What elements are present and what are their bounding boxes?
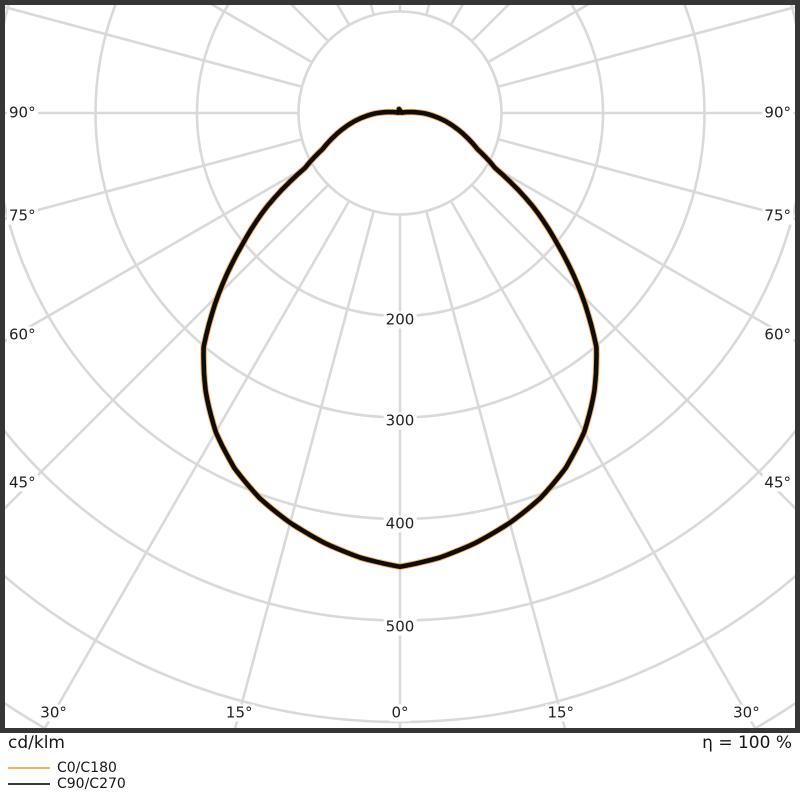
- angle-spoke-30: [449, 200, 757, 728]
- intensity-curve-c90-c270: [201, 106, 599, 569]
- angle-label-bottom-30°: 30°: [731, 703, 762, 722]
- legend-label-c0-c180: C0/C180: [57, 760, 117, 776]
- ring-value-label-500: 500: [383, 617, 417, 636]
- angle-spoke-330: [43, 200, 351, 728]
- angle-spoke-240: [210, 5, 313, 64]
- angle-spoke-225: [290, 5, 330, 43]
- angle-spoke-300: [5, 162, 313, 343]
- angle-spoke-15: [425, 210, 567, 728]
- intensity-curves: [200, 105, 600, 570]
- ring-value-label-200: 200: [383, 310, 417, 329]
- angle-spoke-120: [487, 5, 590, 64]
- polar-grid-and-curves: [0, 0, 800, 733]
- plot-border: [0, 0, 800, 733]
- angle-spoke-345: [233, 210, 375, 728]
- angle-label-bottom-15°: 15°: [223, 703, 255, 722]
- angle-spoke-315: [5, 183, 330, 510]
- c0-c180-line-swatch: [8, 767, 50, 769]
- angle-spoke-255: [5, 5, 303, 88]
- radial-units-label: cd/klm: [8, 733, 65, 753]
- angle-label-right-90°: 90°: [762, 103, 793, 122]
- angle-label-left-90°: 90°: [7, 103, 38, 122]
- angle-label-bottom-15°: 15°: [545, 703, 577, 722]
- c90-c270-line-swatch: [8, 783, 50, 785]
- angle-spoke-105: [497, 5, 795, 88]
- angle-spoke-75: [497, 138, 795, 221]
- angle-label-right-60°: 60°: [762, 325, 793, 344]
- angle-spoke-45: [470, 183, 795, 510]
- ring-value-label-300: 300: [383, 411, 417, 430]
- angle-label-right-45°: 45°: [762, 473, 793, 492]
- angle-spoke-135: [470, 5, 510, 43]
- angle-label-left-60°: 60°: [7, 325, 38, 344]
- angle-label-left-75°: 75°: [7, 206, 38, 225]
- legend-label-c90-c270: C90/C270: [57, 776, 126, 792]
- light-output-ratio-label: η = 100 %: [702, 733, 792, 753]
- angle-label-right-75°: 75°: [762, 206, 793, 225]
- angle-spoke-60: [487, 162, 795, 343]
- angle-label-bottom-0°: 0°: [389, 703, 411, 722]
- angle-spoke-285: [5, 138, 303, 221]
- polar-plot-frame: 90° 75° 60° 45° 90° 75° 60° 45° 30° 15° 0° 15° 30° 20…: [0, 0, 800, 733]
- angle-label-bottom-30°: 30°: [38, 703, 69, 722]
- ring-value-label-400: 400: [383, 514, 417, 533]
- angle-label-left-45°: 45°: [7, 473, 38, 492]
